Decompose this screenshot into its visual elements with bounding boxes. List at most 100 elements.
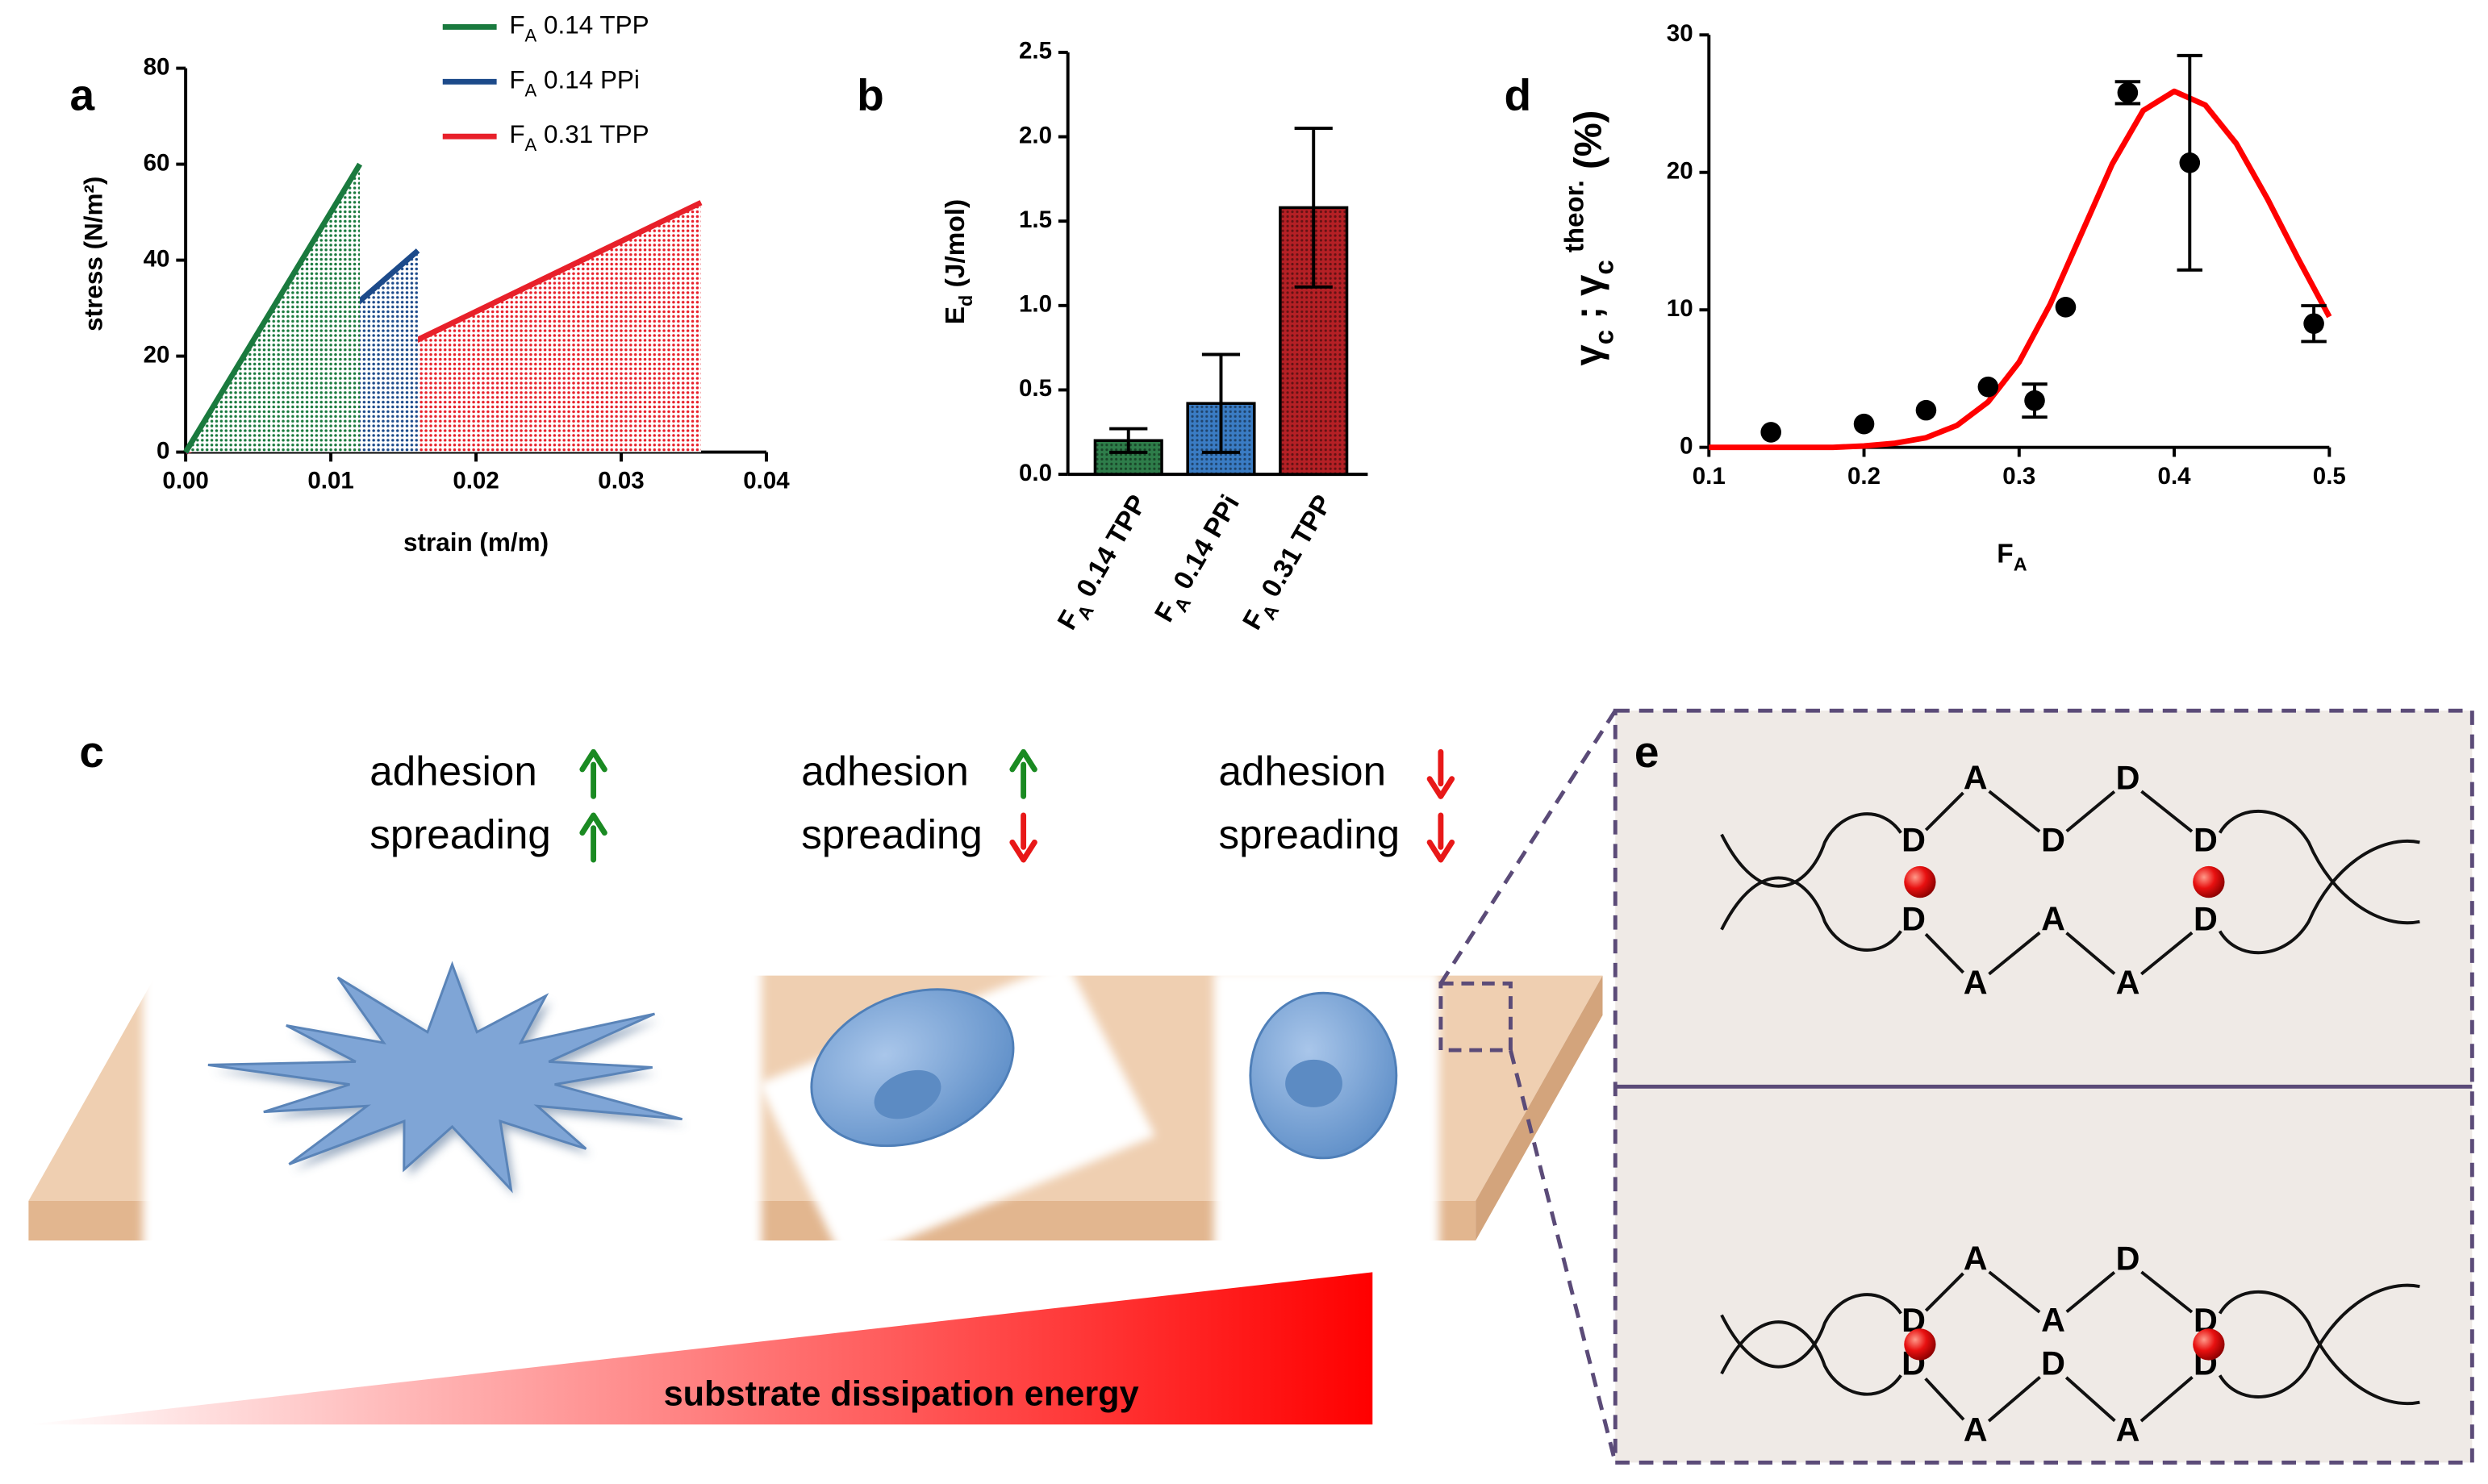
cell	[810, 988, 1015, 1148]
substrate-side	[1476, 975, 1603, 1241]
bond	[1988, 931, 2041, 976]
point	[1760, 422, 1781, 443]
y-tick-label: 40	[144, 245, 170, 272]
y-tick-label: 0	[157, 437, 169, 464]
ion	[1904, 1328, 1936, 1361]
y-tick-label: 1.0	[1019, 291, 1052, 318]
y-tick-label: 0	[1680, 432, 1693, 459]
panel-label: d	[1505, 70, 1532, 120]
bond	[1924, 791, 1964, 832]
fit-curve	[1709, 88, 2332, 451]
y-tick-label: 0.0	[1019, 460, 1052, 486]
residue-label: A	[1964, 760, 1988, 797]
x-tick-label: 0.02	[453, 468, 499, 494]
panel-label: c	[79, 727, 104, 777]
residue-label: A	[1964, 964, 1988, 1001]
condition-label: spreading	[369, 811, 551, 857]
y-tick-label: 80	[144, 53, 170, 80]
x-tick-label: 0.1	[1693, 463, 1726, 490]
x-tick-label: FA 0.31 TPP	[1238, 490, 1343, 638]
residue-label: A	[1964, 1411, 1988, 1449]
bond	[2140, 1270, 2194, 1314]
x-tick-label: 0.04	[743, 468, 790, 494]
chain-tail	[1720, 1293, 1902, 1369]
chain-tail	[2218, 840, 2420, 955]
residue-label: D	[2194, 901, 2218, 938]
bond	[2140, 931, 2194, 976]
spread-cell	[207, 961, 687, 1196]
legend-label: FA 0.31 TPP	[509, 120, 649, 155]
cell	[1249, 991, 1398, 1160]
trend-arrow	[1426, 748, 1455, 799]
residue-label: A	[2041, 901, 2065, 938]
zoom-square	[1438, 981, 1513, 1053]
error-bar	[1201, 352, 1241, 454]
point	[2024, 390, 2045, 411]
legend-label: FA 0.14 TPP	[509, 11, 649, 46]
x-tick-label: 0.01	[307, 468, 353, 494]
condition-label: spreading	[1219, 811, 1401, 857]
trend-arrow	[579, 812, 607, 863]
x-tick-label: 0.4	[2158, 463, 2192, 490]
panel-label: a	[70, 70, 95, 120]
bond	[2065, 932, 2116, 975]
line	[183, 162, 363, 454]
chain-tail	[1720, 812, 1902, 888]
point	[1853, 413, 1875, 435]
condition-label: spreading	[801, 811, 983, 857]
y-tick-label: 1.5	[1019, 206, 1052, 233]
x-tick-label: 0.3	[2002, 463, 2035, 490]
residue-label: D	[1901, 821, 1926, 858]
x-axis-title: FA	[1997, 539, 2027, 574]
cell-body	[810, 988, 1015, 1148]
bond	[1924, 1377, 1965, 1421]
chain-tail	[2218, 809, 2420, 925]
gradient-label: substrate dissipation energy	[664, 1374, 1139, 1413]
x-tick-label: 0.5	[2313, 463, 2346, 490]
bond	[1924, 932, 1965, 974]
residue-label: A	[2116, 964, 2140, 1001]
x-axis-title: strain (m/m)	[403, 528, 549, 556]
chain-tail	[1720, 1320, 1902, 1396]
ion	[1904, 865, 1936, 898]
point	[2117, 82, 2139, 103]
trend-arrow	[579, 748, 607, 799]
y-tick-label: 60	[144, 149, 170, 176]
cell-body	[207, 961, 683, 1194]
trend-arrow	[1009, 812, 1037, 863]
x-tick-label: 0.2	[1847, 463, 1881, 490]
residue-label: D	[1901, 901, 1926, 938]
y-tick-label: 0.5	[1019, 375, 1052, 402]
y-tick-label: 20	[144, 341, 170, 368]
bond	[2064, 1376, 2116, 1423]
error-bar	[1294, 127, 1333, 289]
condition-label: adhesion	[369, 748, 537, 794]
ion	[2193, 1328, 2225, 1361]
y-tick-label: 30	[1667, 20, 1693, 47]
y-tick-label: 20	[1667, 158, 1693, 185]
point	[2055, 297, 2077, 318]
chain-tail	[2218, 1283, 2420, 1399]
x-tick-label: 0.00	[162, 468, 208, 494]
y-tick-label: 2.0	[1019, 122, 1052, 148]
bond	[1987, 1376, 2041, 1423]
residue-label: A	[2116, 1411, 2140, 1449]
residue-label: D	[2116, 1240, 2140, 1278]
y-axis-title: Ed (J/mol)	[941, 199, 976, 324]
residue-label: A	[2041, 1302, 2065, 1339]
residue-label: D	[2194, 821, 2218, 858]
residue-label: D	[2116, 760, 2140, 797]
point	[2303, 313, 2324, 335]
point	[1915, 399, 1937, 421]
residue-label: D	[2041, 821, 2065, 858]
bond	[1988, 1270, 2041, 1314]
bond	[1988, 790, 2041, 833]
x-tick-label: FA 0.14 PPi	[1149, 490, 1250, 631]
condition-label: adhesion	[801, 748, 969, 794]
energy-gradient	[28, 1272, 1373, 1425]
y-axis-title: stress (N/m²)	[79, 177, 107, 331]
bond	[2140, 790, 2194, 833]
bond	[2065, 790, 2116, 833]
zoom-line	[1438, 709, 1618, 985]
